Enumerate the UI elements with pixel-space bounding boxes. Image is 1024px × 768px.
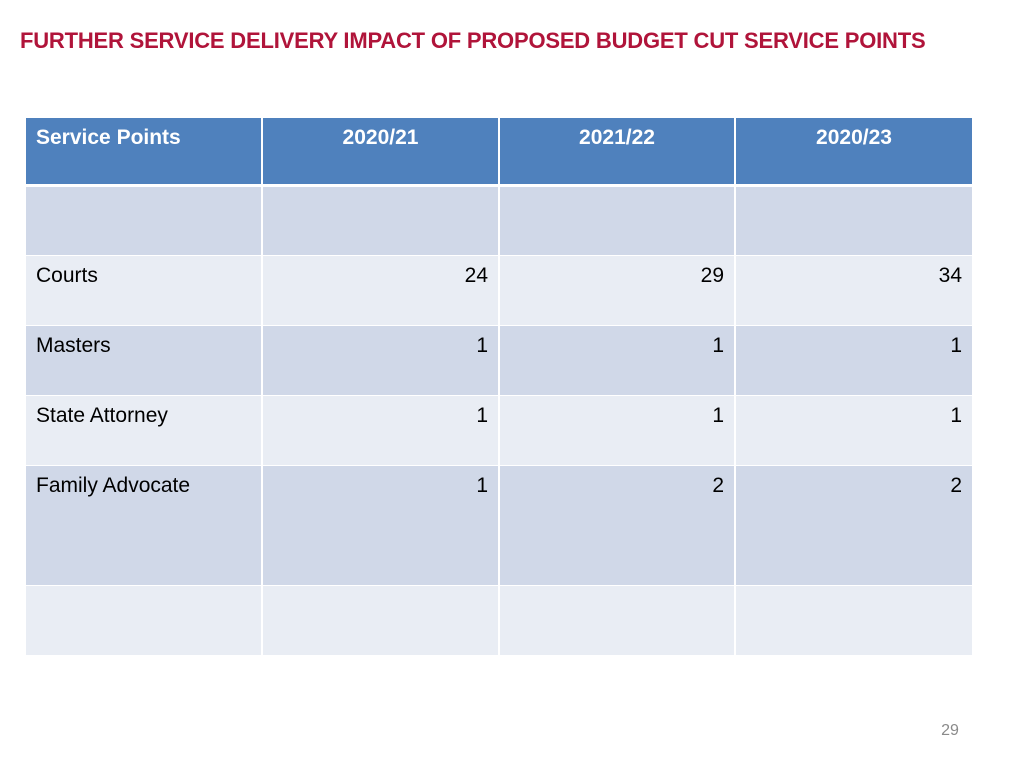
table-cell: 1 bbox=[498, 395, 736, 466]
table-row: State Attorney 1 1 1 bbox=[26, 395, 972, 466]
page-number: 29 bbox=[941, 722, 959, 739]
table-cell bbox=[261, 585, 500, 656]
table-cell: 29 bbox=[498, 255, 736, 326]
table-cell: State Attorney bbox=[26, 395, 263, 466]
table-cell: 1 bbox=[261, 465, 500, 586]
table-cell: 1 bbox=[734, 325, 972, 396]
table-cell bbox=[734, 585, 972, 656]
table-cell: 1 bbox=[261, 325, 500, 396]
table-row: Courts 24 29 34 bbox=[26, 255, 972, 326]
table-row: Family Advocate 1 2 2 bbox=[26, 465, 972, 586]
table-cell bbox=[734, 185, 972, 256]
table-cell: 2 bbox=[734, 465, 972, 586]
table-row: Masters 1 1 1 bbox=[26, 325, 972, 396]
table-cell: 34 bbox=[734, 255, 972, 326]
table-header-row: Service Points 2020/21 2021/22 2020/23 bbox=[26, 117, 972, 187]
table-cell bbox=[498, 185, 736, 256]
table-cell bbox=[26, 585, 263, 656]
table-cell: 24 bbox=[261, 255, 500, 326]
table-cell: 1 bbox=[261, 395, 500, 466]
table-cell: 1 bbox=[734, 395, 972, 466]
table-cell: 2 bbox=[498, 465, 736, 586]
table-row bbox=[26, 585, 972, 656]
table-cell bbox=[498, 585, 736, 656]
column-header-2020-23: 2020/23 bbox=[734, 117, 972, 187]
column-header-2020-21: 2020/21 bbox=[261, 117, 500, 187]
table-row bbox=[26, 185, 972, 256]
column-header-service-points: Service Points bbox=[26, 117, 263, 187]
slide-title: FURTHER SERVICE DELIVERY IMPACT OF PROPO… bbox=[20, 28, 926, 53]
table-cell bbox=[26, 185, 263, 256]
service-points-table: Service Points 2020/21 2021/22 2020/23 C… bbox=[26, 117, 972, 656]
table-cell: 1 bbox=[498, 325, 736, 396]
table-cell: Courts bbox=[26, 255, 263, 326]
table-cell: Masters bbox=[26, 325, 263, 396]
column-header-2021-22: 2021/22 bbox=[498, 117, 736, 187]
table-cell bbox=[261, 185, 500, 256]
table-cell: Family Advocate bbox=[26, 465, 263, 586]
